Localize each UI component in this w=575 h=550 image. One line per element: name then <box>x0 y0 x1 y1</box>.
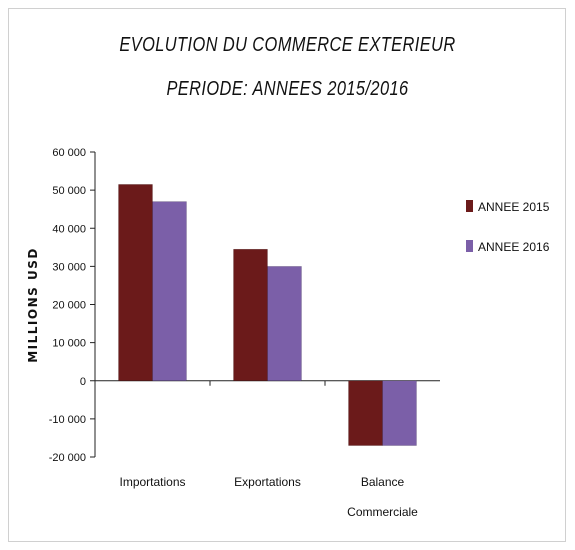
y-tick-label: 0 <box>80 376 86 388</box>
x-tick-label: Importations <box>119 475 185 489</box>
x-tick-label: Exportations <box>234 475 301 489</box>
legend-label-1: ANNEE 2016 <box>478 240 550 254</box>
y-tick-label: -10 000 <box>49 414 86 426</box>
chart-subtitle: PERIODE: ANNEES 2015/2016 <box>166 78 409 100</box>
x-tick-label: Balance <box>361 475 405 489</box>
y-tick-label: 60 000 <box>52 147 86 159</box>
bar-1-0 <box>233 248 268 381</box>
x-tick-label: Commerciale <box>347 505 418 519</box>
bar-2-0 <box>348 380 383 446</box>
legend-swatch-1 <box>466 240 473 252</box>
y-tick-label: -20 000 <box>49 452 86 464</box>
bar-2-1 <box>382 380 417 446</box>
plot-area: -20 000 -10 000 0 10 000 20 000 30 000 40 000 5… <box>49 147 440 519</box>
y-tick-label: 50 000 <box>52 185 86 197</box>
y-tick-label: 40 000 <box>52 223 86 235</box>
y-tick-label: 20 000 <box>52 300 86 312</box>
chart-title: EVOLUTION DU COMMERCE EXTERIEUR <box>119 34 456 56</box>
legend: ANNEE 2015 ANNEE 2016 <box>466 200 550 254</box>
bar-1-1 <box>267 266 302 381</box>
legend-swatch-0 <box>466 200 473 212</box>
y-tick-label: 30 000 <box>52 261 86 273</box>
y-axis-label: MILLIONS USD <box>26 247 40 363</box>
legend-label-0: ANNEE 2015 <box>478 200 550 214</box>
bar-0-0 <box>118 184 153 381</box>
y-tick-label: 10 000 <box>52 338 86 350</box>
bar-0-1 <box>152 201 187 381</box>
